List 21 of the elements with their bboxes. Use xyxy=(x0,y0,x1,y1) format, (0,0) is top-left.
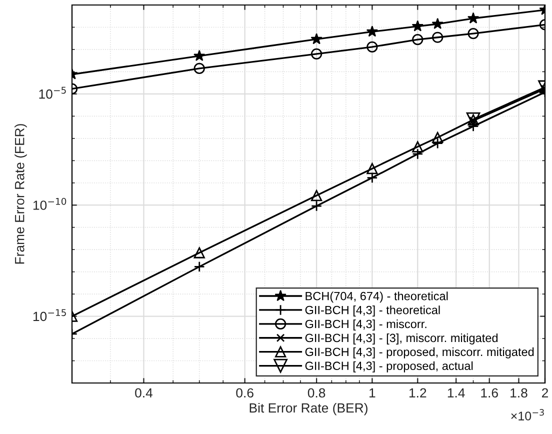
x-axis-title: Bit Error Rate (BER) xyxy=(250,402,368,416)
legend-label: BCH(704, 674) - theoretical xyxy=(306,292,448,303)
x-tick-label: 1.2 xyxy=(409,388,426,398)
x-tick-label: 2 xyxy=(542,388,548,398)
legend-label: GII-BCH [4,3] - miscorr. xyxy=(305,320,426,331)
legend-label: GII-BCH [4,3] - proposed, actual xyxy=(305,361,473,372)
text: ×10$^{−3}$ xyxy=(511,409,544,420)
x-tick-label: 1 xyxy=(370,388,376,398)
x-tick-label: 1.6 xyxy=(481,388,498,398)
x-tick-label: 1.8 xyxy=(510,388,528,398)
legend-label: GII-BCH [4,3] - [3], miscorr. mitigated xyxy=(305,333,498,344)
legend-label: GII-BCH [4,3] - theoretical xyxy=(305,306,440,317)
y-axis-title: Frame Error Rate (FER) xyxy=(14,124,27,264)
x-tick-label: 0.4 xyxy=(135,388,153,398)
x-tick-label: 0.6 xyxy=(236,388,254,398)
x-tick-label: 0.8 xyxy=(308,388,326,398)
legend-label: GII-BCH [4,3] - proposed, miscorr. mitigated xyxy=(305,347,534,358)
y-tick-label: 10$^{−10}$ xyxy=(33,198,66,210)
y-tick-label: 10$^{−5}$ xyxy=(39,86,66,99)
y-tick-label: 10$^{−15}$ xyxy=(33,309,66,322)
x-tick-label: 1.4 xyxy=(448,388,465,398)
